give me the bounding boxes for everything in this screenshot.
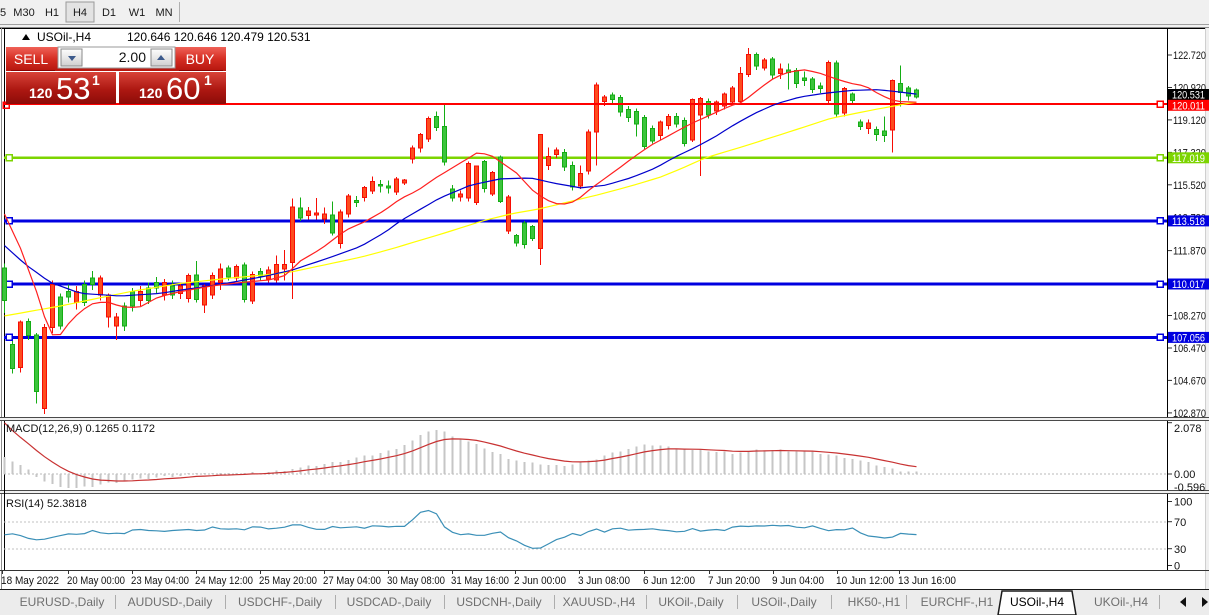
svg-text:6 Jun 12:00: 6 Jun 12:00	[643, 575, 695, 587]
svg-text:53: 53	[56, 71, 90, 106]
svg-text:2 Jun 00:00: 2 Jun 00:00	[514, 575, 566, 587]
svg-text:70: 70	[1174, 517, 1186, 529]
svg-text:60: 60	[166, 71, 200, 106]
svg-text:RSI(14) 52.3818: RSI(14) 52.3818	[6, 498, 87, 510]
svg-text:BUY: BUY	[186, 51, 215, 67]
svg-text:USOil-,H4: USOil-,H4	[1010, 595, 1064, 609]
svg-text:100: 100	[1174, 497, 1192, 509]
svg-text:115.520: 115.520	[1173, 180, 1206, 192]
svg-text:1: 1	[92, 72, 100, 88]
svg-text:25 May 20:00: 25 May 20:00	[259, 575, 317, 587]
svg-text:23 May 04:00: 23 May 04:00	[131, 575, 189, 587]
svg-text:XAUUSD-,H4: XAUUSD-,H4	[563, 595, 636, 609]
svg-text:1: 1	[204, 72, 212, 88]
svg-text:120.011: 120.011	[1172, 100, 1205, 112]
svg-text:USOil-,Daily: USOil-,Daily	[751, 595, 816, 609]
svg-text:10 Jun 12:00: 10 Jun 12:00	[836, 575, 894, 587]
svg-text:D1: D1	[102, 7, 116, 19]
svg-text:2.078: 2.078	[1174, 423, 1202, 435]
svg-text:113.518: 113.518	[1172, 216, 1205, 228]
svg-text:EURCHF-,H1: EURCHF-,H1	[921, 595, 994, 609]
svg-text:3 Jun 08:00: 3 Jun 08:00	[578, 575, 630, 587]
svg-text:108.270: 108.270	[1173, 311, 1206, 323]
svg-text:5: 5	[0, 7, 6, 19]
svg-text:EURUSD-,Daily: EURUSD-,Daily	[20, 595, 105, 609]
svg-text:HK50-,H1: HK50-,H1	[848, 595, 901, 609]
svg-text:122.720: 122.720	[1173, 50, 1206, 62]
svg-text:UKOil-,H4: UKOil-,H4	[1094, 595, 1148, 609]
svg-text:USDCHF-,Daily: USDCHF-,Daily	[238, 595, 322, 609]
svg-text:AUDUSD-,Daily: AUDUSD-,Daily	[128, 595, 213, 609]
svg-text:USOil-,H4: USOil-,H4	[37, 30, 91, 44]
svg-text:-0.596: -0.596	[1174, 482, 1205, 494]
svg-text:18 May 2022: 18 May 2022	[1, 575, 59, 587]
svg-text:7 Jun 20:00: 7 Jun 20:00	[708, 575, 760, 587]
svg-text:117.019: 117.019	[1172, 153, 1205, 165]
svg-text:0: 0	[1174, 561, 1180, 573]
svg-text:UKOil-,Daily: UKOil-,Daily	[658, 595, 723, 609]
svg-text:107.056: 107.056	[1172, 332, 1205, 344]
svg-text:104.670: 104.670	[1173, 375, 1206, 387]
svg-text:24 May 12:00: 24 May 12:00	[195, 575, 253, 587]
svg-text:MN: MN	[155, 7, 172, 19]
svg-text:120.646 120.646 120.479 120.53: 120.646 120.646 120.479 120.531	[127, 30, 311, 44]
svg-text:USDCAD-,Daily: USDCAD-,Daily	[347, 595, 432, 609]
svg-text:USDCNH-,Daily: USDCNH-,Daily	[456, 595, 541, 609]
svg-text:13 Jun 16:00: 13 Jun 16:00	[898, 575, 956, 587]
svg-text:27 May 04:00: 27 May 04:00	[323, 575, 381, 587]
svg-text:120.531: 120.531	[1172, 90, 1205, 102]
svg-text:31 May 16:00: 31 May 16:00	[451, 575, 509, 587]
svg-text:0.00: 0.00	[1174, 469, 1195, 481]
svg-text:SELL: SELL	[14, 51, 48, 67]
svg-text:H1: H1	[45, 7, 59, 19]
svg-text:30: 30	[1174, 544, 1186, 556]
svg-text:W1: W1	[129, 7, 146, 19]
svg-text:2.00: 2.00	[119, 49, 146, 65]
svg-text:120: 120	[29, 85, 53, 101]
svg-text:120: 120	[139, 85, 163, 101]
svg-text:MACD(12,26,9) 0.1265 0.1172: MACD(12,26,9) 0.1265 0.1172	[6, 423, 155, 435]
svg-text:110.017: 110.017	[1172, 279, 1205, 291]
svg-text:M30: M30	[13, 7, 34, 19]
svg-text:102.870: 102.870	[1173, 408, 1206, 420]
svg-text:20 May 00:00: 20 May 00:00	[67, 575, 125, 587]
svg-text:106.470: 106.470	[1173, 343, 1206, 355]
svg-text:111.870: 111.870	[1173, 246, 1206, 258]
svg-text:9 Jun 04:00: 9 Jun 04:00	[772, 575, 824, 587]
svg-text:H4: H4	[73, 7, 87, 19]
svg-text:119.120: 119.120	[1173, 115, 1206, 127]
svg-text:30 May 08:00: 30 May 08:00	[387, 575, 445, 587]
